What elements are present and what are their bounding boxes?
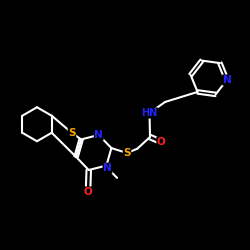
Text: HN: HN	[142, 108, 158, 118]
Text: N: N	[94, 130, 103, 140]
Text: O: O	[157, 137, 166, 147]
Text: N: N	[223, 75, 232, 85]
Text: S: S	[68, 128, 76, 138]
Text: O: O	[84, 187, 92, 197]
Text: S: S	[123, 148, 131, 158]
Text: N: N	[103, 163, 112, 173]
